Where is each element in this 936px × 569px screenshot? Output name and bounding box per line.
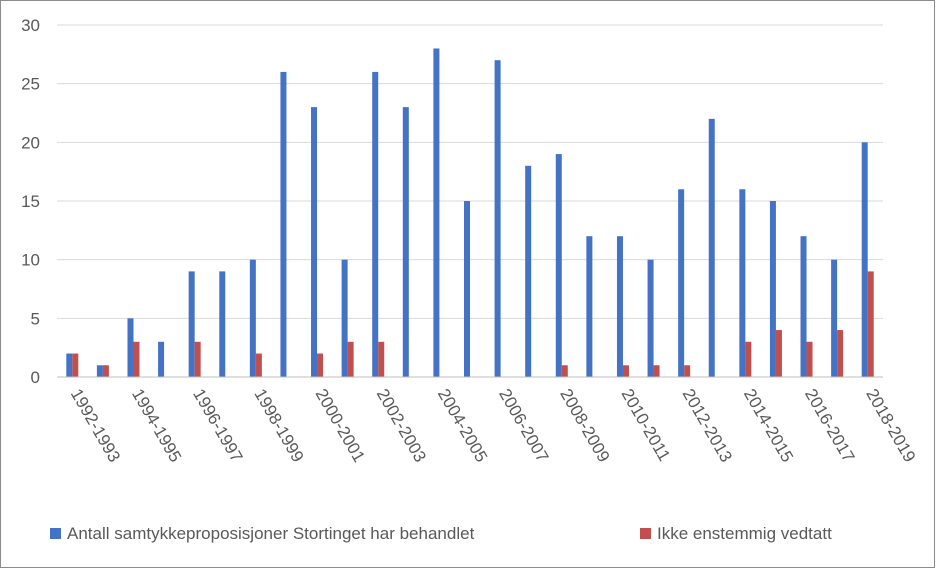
y-tick-label: 15	[21, 192, 40, 211]
bar-series-1	[525, 165, 532, 377]
bar-series-1	[708, 118, 715, 377]
x-tick-label: 2012-2013	[679, 386, 736, 466]
bar-series-1	[464, 201, 470, 377]
bar-series-2	[317, 353, 324, 377]
bar-series-1	[280, 71, 287, 377]
y-tick-label: 25	[21, 75, 40, 94]
bar-series-2	[745, 341, 752, 377]
legend-label-series-1: Antall samtykkeproposisjoner Stortinget …	[67, 524, 475, 543]
bar-series-2	[622, 365, 629, 377]
bar-series-2	[347, 341, 354, 377]
x-tick-label: 2008-2009	[556, 386, 613, 466]
bar-series-2	[653, 365, 660, 377]
y-tick-label: 0	[31, 368, 40, 387]
x-tick-label: 2006-2007	[495, 386, 552, 466]
bar-series-1	[158, 341, 165, 377]
x-tick-label: 2004-2005	[434, 386, 491, 466]
bar-series-1	[616, 236, 623, 377]
bar-series-2	[806, 341, 813, 377]
x-tick-label: 2002-2003	[373, 386, 430, 466]
bar-series-1	[678, 189, 685, 377]
bar-series-1	[249, 259, 256, 377]
bar-series-1	[311, 107, 318, 377]
bar-series-1	[127, 318, 134, 377]
bar-series-1	[402, 107, 409, 377]
y-tick-label: 5	[31, 309, 40, 328]
legend-swatch-series-1	[50, 528, 61, 539]
bar-series-1	[861, 142, 868, 377]
bar-series-2	[775, 330, 782, 377]
y-tick-label: 20	[21, 133, 40, 152]
bars	[66, 48, 874, 377]
bar-series-2	[72, 353, 79, 377]
bar-series-1	[494, 60, 501, 377]
x-tick-label: 1994-1995	[128, 386, 185, 466]
legend-swatch-series-2	[640, 528, 651, 539]
bar-series-2	[837, 330, 844, 377]
x-tick-label: 2000-2001	[312, 386, 369, 466]
y-axis-tick-labels: 0 5 10 15 20 25 30	[21, 16, 40, 387]
bar-series-1	[341, 259, 348, 377]
bar-series-1	[372, 71, 379, 377]
bar-series-1	[739, 189, 746, 377]
x-tick-label: 1998-1999	[250, 386, 307, 466]
y-tick-label: 10	[21, 251, 40, 270]
bar-series-2	[133, 341, 140, 377]
bar-series-1	[66, 353, 73, 377]
bar-series-1	[800, 236, 807, 377]
bar-series-2	[561, 365, 568, 377]
bar-series-2	[194, 341, 201, 377]
bar-series-1	[647, 259, 654, 377]
x-tick-label: 1992-1993	[67, 386, 124, 466]
x-tick-label: 2016-2017	[801, 386, 858, 466]
bar-series-1	[586, 236, 593, 377]
x-tick-label: 2014-2015	[740, 386, 797, 466]
bar-series-1	[96, 365, 103, 377]
y-tick-label: 30	[21, 16, 40, 35]
x-axis-tick-labels: 1992-1993 1994-1995 1996-1997 1998-1999 2000…	[67, 386, 920, 466]
bar-series-1	[555, 154, 562, 377]
bar-series-2	[378, 341, 385, 377]
x-tick-label: 2018-2019	[862, 386, 919, 466]
bar-series-1	[433, 48, 440, 377]
bar-series-2	[255, 353, 262, 377]
x-tick-label: 1996-1997	[189, 386, 246, 466]
bar-series-1	[188, 271, 195, 377]
x-tick-label: 2010-2011	[617, 386, 673, 465]
legend: Antall samtykkeproposisjoner Stortinget …	[50, 524, 832, 543]
bar-series-1	[831, 259, 838, 377]
bar-series-2	[102, 365, 109, 377]
bar-series-1	[769, 201, 776, 377]
bar-series-1	[219, 271, 226, 377]
bar-series-2	[684, 365, 691, 377]
legend-label-series-2: Ikke enstemmig vedtatt	[657, 524, 832, 543]
bar-series-2	[867, 271, 874, 377]
